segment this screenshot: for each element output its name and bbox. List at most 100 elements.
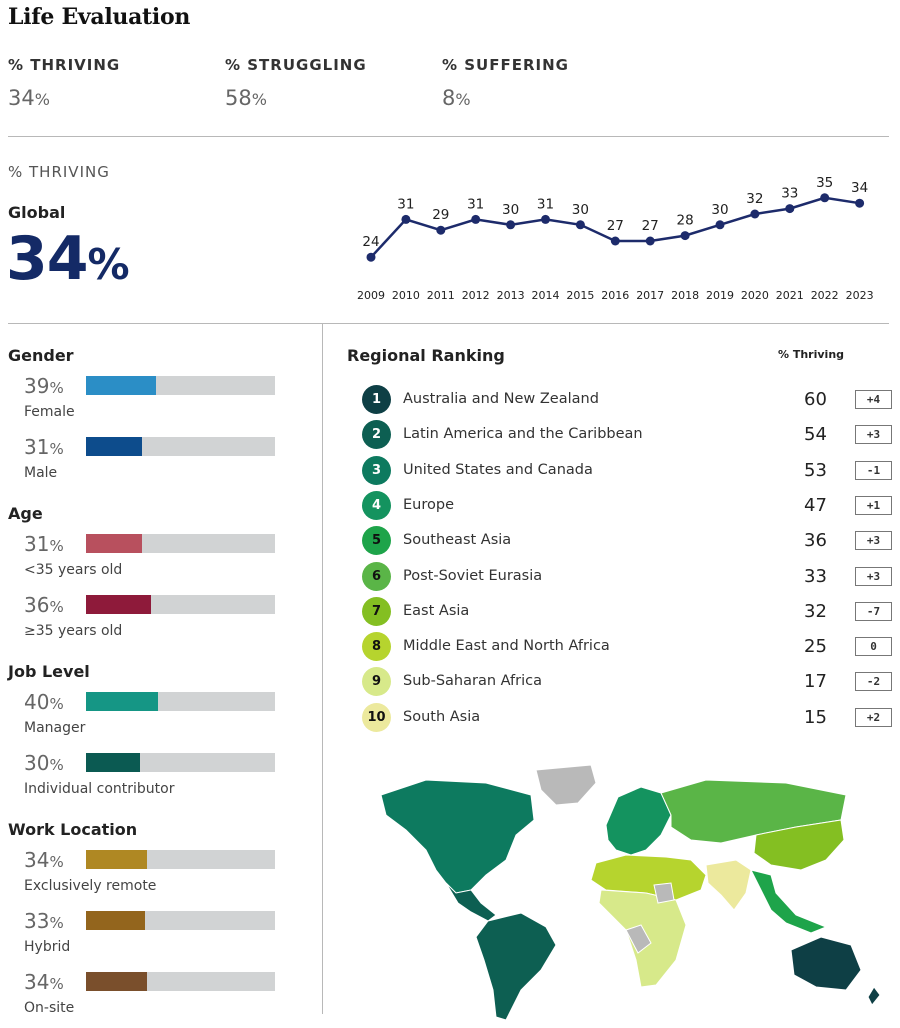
rank-badge: 7 (362, 596, 391, 626)
rank-region-name: Latin America and the Caribbean (403, 426, 643, 443)
rank-region-name: Post-Soviet Eurasia (403, 567, 543, 584)
rank-change-badge: 0 (855, 637, 892, 657)
bar-track (86, 376, 275, 395)
row-value-unit: % (49, 598, 64, 616)
rank-change-badge: -2 (855, 672, 892, 692)
rank-region-name: United States and Canada (403, 461, 593, 478)
rank-thriving-value: 54 (804, 424, 827, 446)
kpi-unit: % (455, 90, 471, 109)
row-value-unit: % (49, 853, 64, 871)
row-value-number: 40 (24, 690, 50, 714)
kpi-struggling: % STRUGGLING 58% (225, 56, 425, 110)
divider (8, 323, 889, 324)
map-north-america (380, 779, 535, 894)
rank-badge: 4 (362, 490, 391, 520)
rank-change-badge: +3 (855, 566, 892, 586)
kpi-unit: % (34, 90, 50, 109)
row-value: 31% (24, 532, 64, 556)
kpi-label: % THRIVING (8, 56, 121, 74)
trend-data-label: 30 (502, 202, 519, 218)
row-value-unit: % (49, 756, 64, 774)
trend-data-label: 27 (642, 218, 659, 234)
map-greenland (535, 765, 597, 806)
trend-point (610, 236, 620, 246)
trend-point (471, 214, 481, 224)
trend-point (715, 220, 725, 230)
row-value-number: 30 (24, 751, 50, 775)
bar-fill (86, 850, 147, 869)
regional-ranking-title: Regional Ranking (347, 346, 505, 365)
row-label: ≥35 years old (24, 623, 123, 639)
bar-fill (86, 534, 142, 553)
trend-data-label: 29 (432, 207, 449, 223)
trend-point (401, 214, 411, 224)
bar-track (86, 595, 275, 614)
row-value: 36% (24, 593, 64, 617)
kpi-suffering: % SUFFERING 8% (442, 56, 642, 110)
row-value-unit: % (49, 914, 64, 932)
rank-thriving-value: 36 (804, 530, 827, 552)
trend-data-label: 30 (711, 202, 728, 218)
trend-data-label: 27 (607, 218, 624, 234)
trend-data-label: 34 (851, 180, 868, 196)
vertical-divider (322, 324, 323, 1014)
row-value-unit: % (49, 975, 64, 993)
rank-thriving-value: 33 (804, 565, 827, 587)
bar-track (86, 437, 275, 456)
trend-point (750, 209, 760, 219)
trend-year-tick: 2019 (706, 289, 734, 302)
rank-badge: 8 (362, 632, 391, 662)
rank-thriving-value: 60 (804, 389, 827, 410)
map-australia-nz (790, 936, 862, 991)
trend-year-tick: 2020 (741, 289, 769, 302)
bar-track (86, 534, 275, 553)
trend-year-tick: 2017 (636, 289, 664, 302)
group-title: Work Location (8, 820, 138, 839)
kpi-unit: % (251, 90, 267, 109)
divider (8, 136, 889, 137)
demographic-breakdown: Gender 39% Female 31% Male Age 31% <35 years ol… (0, 0, 320, 1028)
trend-year-tick: 2022 (811, 289, 839, 302)
trend-line-chart: 24 2009 31 2010 29 2011 31 2012 30 2013 31 2014 30 20… (357, 175, 874, 302)
trend-data-label: 30 (572, 202, 589, 218)
rank-row: 1 Australia and New Zealand 60 +4 (362, 385, 892, 415)
row-value-number: 31 (24, 435, 50, 459)
row-value-unit: % (49, 695, 64, 713)
map-new-zealand (867, 986, 881, 1006)
row-value-number: 34 (24, 970, 50, 994)
row-label: Individual contributor (24, 781, 175, 797)
row-value-number: 31 (24, 532, 50, 556)
map-europe (605, 786, 672, 856)
map-no-data (625, 882, 675, 954)
trend-point (680, 231, 690, 241)
kpi-number: 8 (442, 86, 456, 110)
row-value: 31% (24, 435, 64, 459)
global-value: 34% (6, 224, 130, 294)
trend-point (785, 204, 795, 214)
kpi-value: 34% (8, 86, 208, 110)
map-central-america (445, 882, 497, 922)
trend-data-label: 31 (467, 196, 484, 212)
rank-change-badge: -1 (855, 460, 892, 480)
trend-year-tick: 2013 (497, 289, 525, 302)
trend-year-tick: 2015 (566, 289, 594, 302)
group-title: Age (8, 504, 43, 523)
rank-region-name: Europe (403, 496, 454, 513)
row-value: 34% (24, 848, 64, 872)
row-value-unit: % (49, 379, 64, 397)
row-label: Hybrid (24, 939, 71, 955)
rank-change-badge: +3 (855, 425, 892, 445)
rank-region-name: South Asia (403, 708, 481, 725)
rank-row: 7 East Asia 32 -7 (362, 596, 892, 627)
rank-region-name: East Asia (403, 602, 470, 619)
row-label: Male (24, 465, 58, 481)
row-value: 30% (24, 751, 64, 775)
bar-track (86, 753, 275, 772)
rank-thriving-value: 17 (804, 671, 827, 693)
row-value-unit: % (49, 440, 64, 458)
global-unit: % (87, 240, 130, 289)
trend-year-tick: 2014 (532, 289, 560, 302)
rank-badge: 6 (362, 561, 391, 591)
row-value-number: 34 (24, 848, 50, 872)
kpi-label: % STRUGGLING (225, 56, 367, 74)
